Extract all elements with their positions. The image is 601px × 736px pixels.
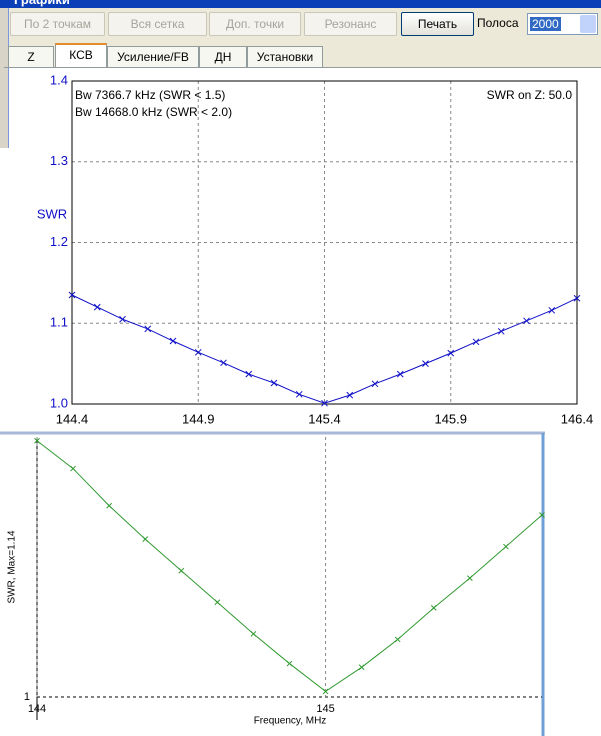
point-marker (245, 370, 253, 378)
toolbar-button: По 2 точкам (10, 12, 105, 36)
point-marker (472, 338, 480, 346)
point-marker (68, 291, 76, 299)
point-marker (548, 306, 556, 314)
point-marker (539, 512, 545, 518)
annotation: Bw 14668.0 kHz (SWR < 2.0) (75, 105, 232, 119)
point-marker (142, 536, 149, 542)
point-marker (321, 399, 328, 407)
plot-frame (71, 80, 578, 405)
x-tick-label: 144.9 (182, 411, 215, 426)
toolbar-button: Доп. точки (209, 12, 301, 36)
x-axis-label: Frequency, MHz (254, 716, 327, 727)
left-strip (0, 8, 9, 148)
y-tick-label: 1.4 (50, 72, 68, 87)
point-marker (93, 303, 101, 311)
point-marker (119, 315, 126, 323)
point-marker (70, 465, 76, 472)
annotation: Bw 7366.7 kHz (SWR < 1.5) (75, 88, 225, 102)
point-marker (220, 359, 227, 367)
point-marker (573, 294, 581, 302)
point-marker (106, 502, 112, 509)
chart-background (0, 430, 601, 736)
swr-chart: 1.0 1.1 1.2 1.3 1.4 144.4 144.9 145.4 145.9 146.4… (37, 72, 594, 426)
toolbar-button: Резонанс (304, 12, 397, 36)
band-value: 2000 (530, 17, 561, 31)
point-marker (371, 380, 379, 388)
point-marker (503, 543, 509, 550)
point-marker (396, 370, 404, 378)
dropdown-arrow[interactable] (580, 15, 596, 33)
point-marker (497, 327, 505, 335)
y-tick-label: 1.2 (50, 234, 68, 249)
y-tick-label: 1 (24, 691, 30, 703)
point-marker (358, 664, 365, 671)
point-marker (295, 390, 303, 398)
x-tick-label: 144 (28, 703, 46, 715)
y-tick-label: 1.3 (50, 153, 68, 168)
point-marker (214, 599, 221, 606)
tab[interactable]: КСВ (55, 43, 107, 68)
band-label: Полоса (477, 16, 519, 30)
x-tick-label: 146.4 (561, 411, 594, 426)
point-marker (286, 660, 293, 667)
x-tick-label: 145.9 (434, 411, 467, 426)
y-tick-label: 1.0 (50, 395, 68, 410)
point-marker (447, 349, 455, 357)
point-marker (144, 325, 152, 333)
y-axis-label: SWR, Max=1.14 (7, 530, 18, 604)
point-marker (178, 567, 185, 574)
point-marker (250, 631, 257, 637)
point-marker (322, 688, 329, 695)
point-marker (422, 360, 429, 367)
point-marker (430, 605, 437, 611)
x-tick-label: 144.4 (56, 411, 89, 426)
point-marker (194, 348, 202, 356)
point-marker (394, 636, 401, 643)
tab-panel-border (4, 67, 601, 68)
x-tick-label: 145.4 (308, 411, 341, 426)
point-marker (523, 317, 530, 325)
tab[interactable]: ДН (199, 46, 247, 67)
y-tick-label: 1.1 (50, 315, 68, 330)
point-marker (169, 337, 177, 345)
window-title: Графики (0, 0, 601, 8)
annotation: SWR on Z: 50.0 (487, 88, 573, 102)
tab[interactable]: Z (8, 46, 54, 67)
point-marker (270, 379, 278, 387)
band-select[interactable]: 2000 (527, 13, 598, 35)
point-marker (34, 437, 40, 444)
toolbar-button: Вся сетка (108, 12, 207, 36)
toolbar-button[interactable]: Печать (401, 12, 474, 36)
y-axis-label: SWR (37, 206, 67, 221)
x-tick-label: 145 (316, 703, 334, 715)
tab[interactable]: Усиление/FB (107, 46, 199, 67)
point-marker (467, 575, 473, 581)
tab[interactable]: Установки (247, 46, 323, 67)
point-marker (346, 391, 354, 399)
